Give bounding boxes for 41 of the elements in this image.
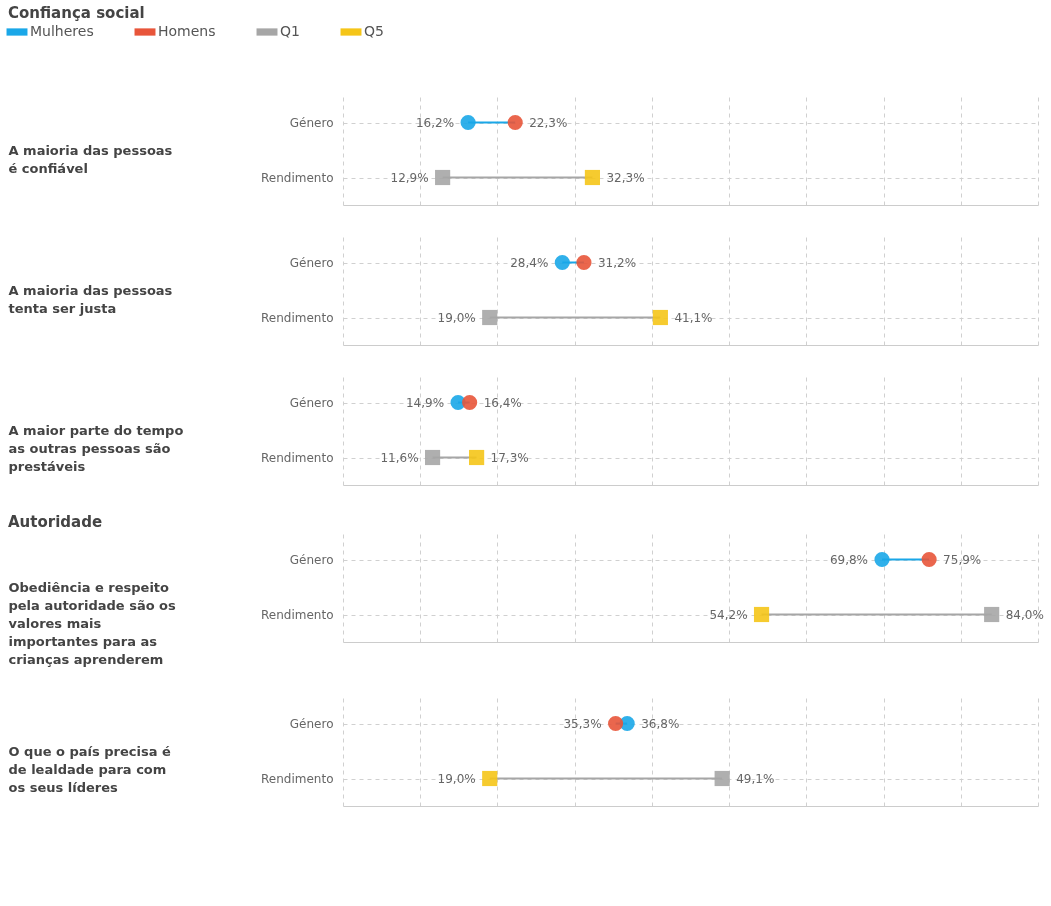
data-label: 36,8%	[641, 716, 680, 731]
data-label: 49,1%	[736, 771, 775, 786]
category-label: Rendimento	[261, 451, 334, 465]
data-label: 22,3%	[529, 115, 568, 130]
category-label: Género	[289, 553, 334, 567]
data-label: 16,4%	[483, 395, 522, 410]
category-label: Género	[289, 396, 334, 410]
data-label: 12,9%	[390, 170, 429, 185]
data-label: 14,9%	[405, 395, 445, 410]
data-label: 75,9%	[943, 552, 982, 567]
data-label: 84,0%	[1005, 607, 1044, 622]
category-label: Rendimento	[261, 608, 334, 622]
data-label: 54,2%	[709, 607, 748, 622]
data-label: 11,6%	[380, 450, 419, 465]
data-label: 41,1%	[674, 310, 713, 325]
category-label: Género	[289, 116, 334, 130]
legend-label: Mulheres	[30, 23, 94, 39]
category-label: Género	[289, 256, 334, 270]
legend-label: Q1	[280, 23, 300, 39]
data-label: 17,3%	[490, 450, 529, 465]
legend-label: Homens	[158, 23, 216, 39]
text: Confiança social	[8, 4, 145, 22]
data-label: 16,2%	[415, 115, 455, 130]
text: O que o país precisa é de lealdade para com os seus líderes	[8, 743, 171, 795]
text: Autoridade	[8, 513, 103, 531]
data-label: 28,4%	[510, 255, 549, 270]
category-label: Rendimento	[261, 311, 334, 325]
text: Obediência e respeito pela autoridade são os valores mais importantes para as crianças aprenderem	[8, 579, 177, 667]
category-label: Género	[289, 717, 334, 731]
data-label: 69,8%	[829, 552, 869, 567]
data-label: 19,0%	[437, 310, 476, 325]
category-label: Rendimento	[261, 772, 334, 786]
text: A maior parte do tempo as outras pessoas são prestáveis	[8, 422, 184, 474]
data-label: 35,3%	[563, 716, 602, 731]
data-label: 32,3%	[606, 170, 645, 185]
text: A maioria das pessoas tenta ser justa	[8, 282, 173, 316]
text: A maioria das pessoas é confiável	[8, 142, 173, 176]
data-label: 19,0%	[437, 771, 476, 786]
category-label: Rendimento	[261, 171, 334, 185]
data-label: 31,2%	[597, 255, 637, 270]
legend-label: Q5	[364, 23, 384, 39]
